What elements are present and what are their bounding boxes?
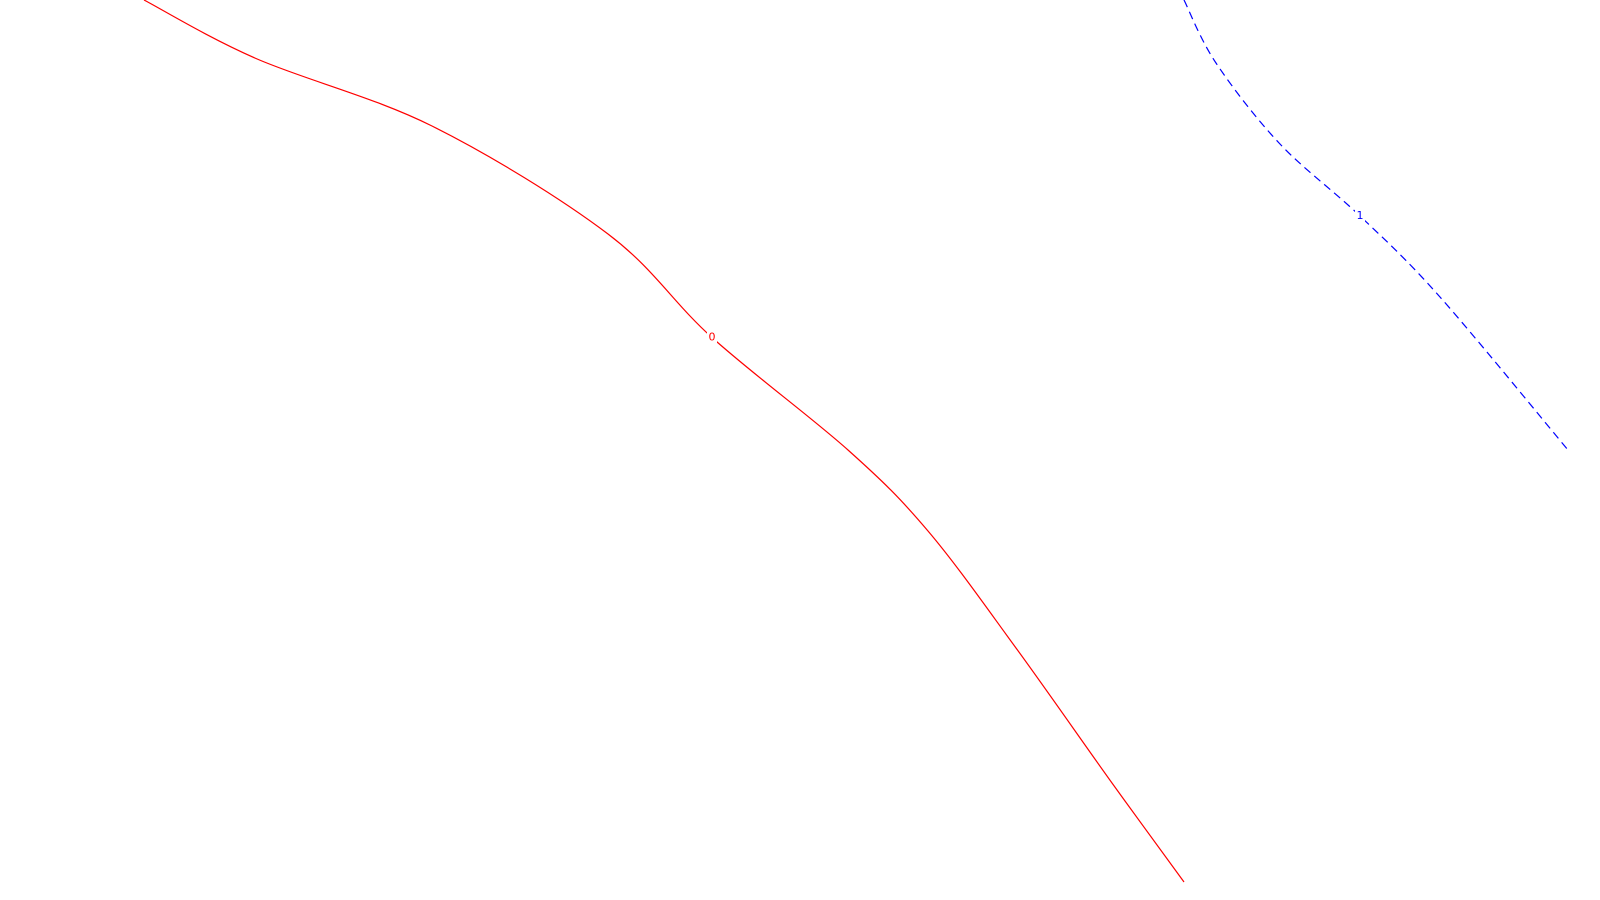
contour-labels-layer: 01 — [707, 209, 1365, 345]
contour-label-1: 1 — [1357, 209, 1364, 222]
contour-lines-layer — [143, 0, 1569, 883]
contour-line-1 — [1183, 0, 1569, 451]
contour-label-0: 0 — [709, 331, 716, 344]
contour-line-0 — [143, 0, 1185, 883]
contour-label-bg-0 — [707, 330, 717, 345]
contour-label-bg-1 — [1355, 209, 1365, 223]
